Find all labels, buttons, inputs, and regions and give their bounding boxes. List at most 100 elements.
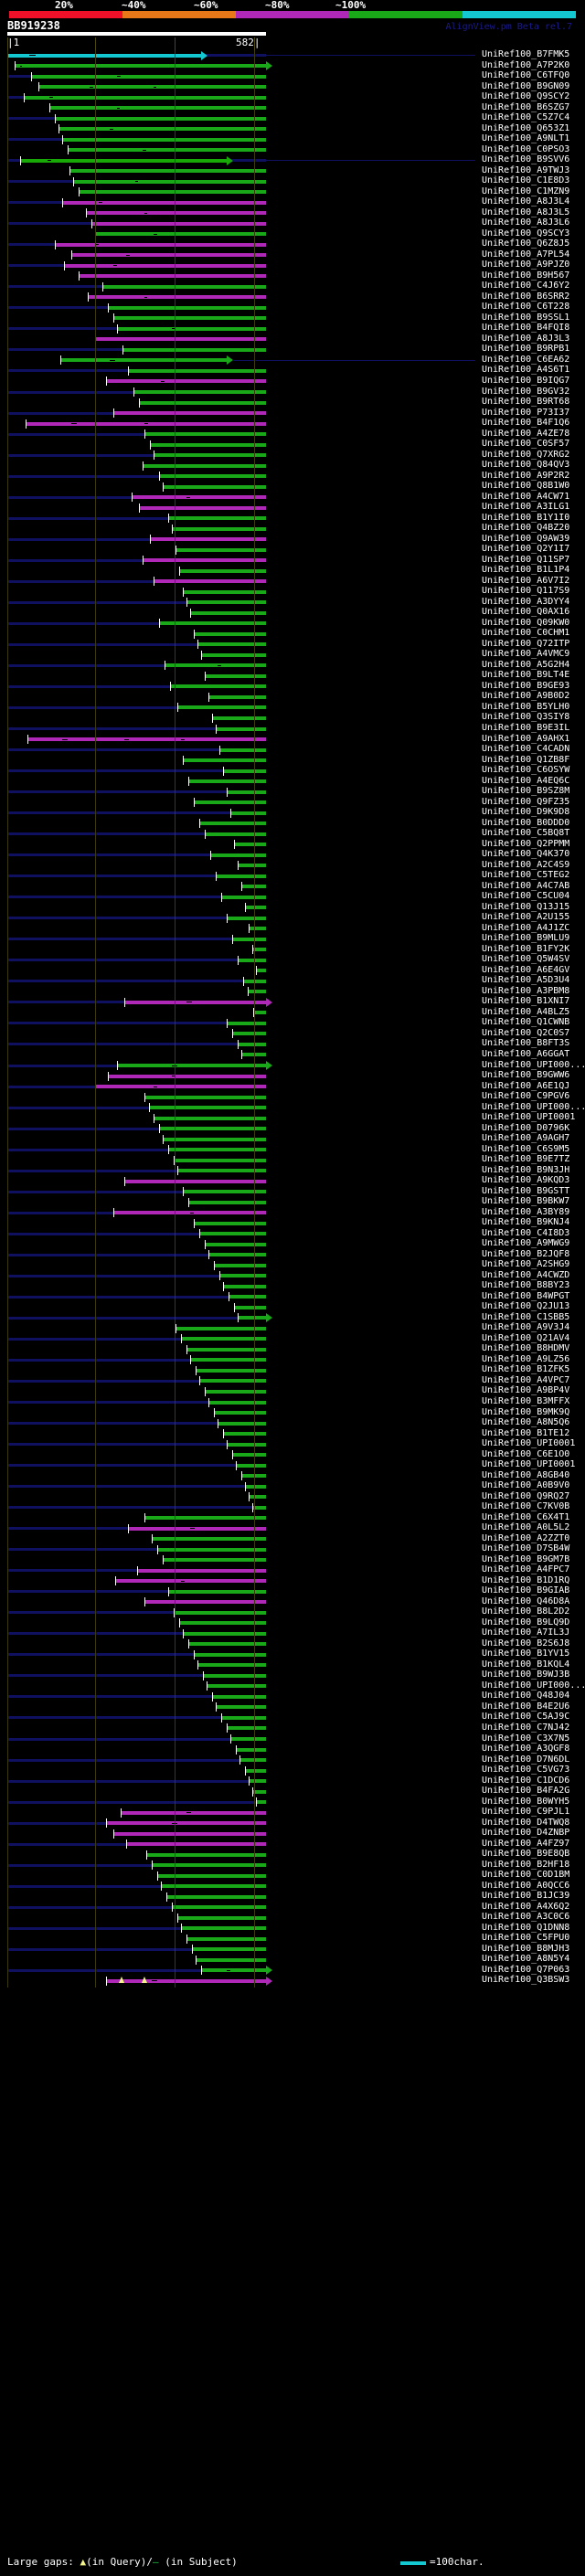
alignment-bar[interactable]	[218, 1421, 266, 1426]
alignment-bar[interactable]	[214, 1263, 266, 1267]
sequence-id-label[interactable]: UniRef100_Q72ITP	[482, 638, 570, 649]
sequence-id-label[interactable]: UniRef100_Q3BSW3	[482, 1975, 570, 1986]
sequence-id-label[interactable]: UniRef100_B9GSTT	[482, 1185, 570, 1196]
table-row[interactable]: UniRef100_Q7XRG2	[0, 450, 585, 461]
table-row[interactable]: UniRef100_A8J3L4	[0, 196, 585, 208]
sequence-id-label[interactable]: UniRef100_B9GM7B	[482, 1553, 570, 1564]
table-row[interactable]: UniRef100_C5AJ9C	[0, 1712, 585, 1723]
alignment-bar[interactable]	[190, 1358, 266, 1362]
sequence-id-label[interactable]: UniRef100_A3C0C6	[482, 1912, 570, 1923]
sequence-id-label[interactable]: UniRef100_A9TWJ3	[482, 164, 570, 175]
alignment-bar[interactable]	[232, 1032, 266, 1036]
table-row[interactable]: UniRef100_C5CU04	[0, 891, 585, 903]
table-row[interactable]: UniRef100_Q6Z8J5	[0, 239, 585, 250]
sequence-id-label[interactable]: UniRef100_C6E1O0	[482, 1448, 570, 1459]
table-row[interactable]: UniRef100_A7PL54	[0, 249, 585, 261]
table-row[interactable]: UniRef100_C7KV0B	[0, 1501, 585, 1513]
sequence-id-label[interactable]: UniRef100_A6E1QJ	[482, 1080, 570, 1091]
alignment-bar[interactable]	[207, 1684, 266, 1689]
sequence-id-label[interactable]: UniRef100_Q09KW0	[482, 617, 570, 628]
sequence-id-label[interactable]: UniRef100_A7PL54	[482, 249, 570, 260]
sequence-id-label[interactable]: UniRef100_B9E8QB	[482, 1849, 570, 1860]
alignment-bar[interactable]	[181, 1926, 266, 1931]
alignment-bar[interactable]	[227, 790, 266, 794]
alignment-bar[interactable]	[238, 1042, 266, 1046]
sequence-id-label[interactable]: UniRef100_B9H567	[482, 270, 570, 281]
alignment-bar[interactable]	[176, 547, 266, 552]
sequence-id-label[interactable]: UniRef100_C6S9M5	[482, 1143, 570, 1154]
table-row[interactable]: UniRef100_C6S9M5	[0, 1143, 585, 1156]
table-row[interactable]: UniRef100_B6SRR2	[0, 292, 585, 303]
alignment-bar[interactable]	[253, 1011, 266, 1015]
sequence-id-label[interactable]: UniRef100_B1Y1I0	[482, 512, 570, 523]
alignment-bar[interactable]	[181, 1337, 266, 1341]
table-row[interactable]: UniRef100_C5TEG2	[0, 870, 585, 882]
table-row[interactable]: UniRef100_B9H567	[0, 270, 585, 282]
alignment-bar[interactable]	[252, 1789, 266, 1794]
alignment-bar[interactable]	[163, 484, 266, 489]
table-row[interactable]: UniRef100_C6T228	[0, 302, 585, 313]
sequence-id-label[interactable]: UniRef100_A4BLZ5	[482, 1006, 570, 1017]
alignment-bar[interactable]	[174, 1158, 266, 1162]
sequence-id-label[interactable]: UniRef100_B9IQG7	[482, 375, 570, 386]
alignment-bar[interactable]	[177, 705, 266, 710]
table-row[interactable]: UniRef100_B9GWW6	[0, 1070, 585, 1082]
sequence-id-label[interactable]: UniRef100_B2HF18	[482, 1859, 570, 1870]
table-row[interactable]: UniRef100_B9SVV6	[0, 154, 585, 166]
sequence-id-label[interactable]: UniRef100_A3DYY4	[482, 596, 570, 607]
sequence-id-label[interactable]: UniRef100_A9KQD3	[482, 1175, 570, 1186]
alignment-bar[interactable]	[15, 64, 266, 69]
sequence-id-label[interactable]: UniRef100_C0D1BM	[482, 1870, 570, 1881]
table-row[interactable]: UniRef100_C4CADN	[0, 744, 585, 756]
sequence-id-label[interactable]: UniRef100_Q5W4SV	[482, 954, 570, 965]
sequence-id-label[interactable]: UniRef100_B5YLH0	[482, 701, 570, 712]
table-row[interactable]: UniRef100_Q72ITP	[0, 638, 585, 651]
alignment-bar[interactable]	[20, 158, 227, 163]
sequence-id-label[interactable]: UniRef100_B9KNJ4	[482, 1217, 570, 1228]
sequence-id-label[interactable]: UniRef100_B1KQL4	[482, 1659, 570, 1670]
alignment-bar[interactable]	[197, 1663, 266, 1668]
table-row[interactable]: UniRef100_A6V7I2	[0, 576, 585, 588]
sequence-id-label[interactable]: UniRef100_A9B0D2	[482, 691, 570, 702]
table-row[interactable]: UniRef100_C0SF57	[0, 439, 585, 451]
alignment-bar[interactable]	[55, 116, 266, 121]
sequence-id-label[interactable]: UniRef100_A5D3U4	[482, 975, 570, 986]
alignment-bar[interactable]	[249, 1495, 266, 1500]
sequence-id-label[interactable]: UniRef100_A8J3L5	[482, 207, 570, 217]
sequence-id-label[interactable]: UniRef100_A4ZE78	[482, 428, 570, 439]
alignment-bar[interactable]	[252, 948, 266, 952]
sequence-id-label[interactable]: UniRef100_C6TFQ0	[482, 70, 570, 81]
alignment-bar[interactable]	[157, 1547, 266, 1552]
alignment-bar[interactable]	[73, 179, 266, 184]
table-row[interactable]: UniRef100_A9KQD3	[0, 1175, 585, 1187]
alignment-bar[interactable]	[133, 390, 266, 394]
table-row[interactable]: UniRef100_B4E2U6	[0, 1701, 585, 1713]
table-row[interactable]: UniRef100_A3BY89	[0, 1207, 585, 1219]
alignment-bar[interactable]	[64, 263, 266, 268]
alignment-bar[interactable]	[172, 1905, 266, 1910]
alignment-bar[interactable]	[205, 1242, 266, 1246]
table-row[interactable]: UniRef100_D0796K	[0, 1123, 585, 1135]
sequence-id-label[interactable]: UniRef100_UPI0001	[482, 1438, 576, 1449]
sequence-id-label[interactable]: UniRef100_B4FQI8	[482, 323, 570, 334]
alignment-bar[interactable]	[24, 95, 266, 100]
table-row[interactable]: UniRef100_Q8B1W0	[0, 481, 585, 493]
sequence-id-label[interactable]: UniRef100_A9PJZ0	[482, 260, 570, 270]
table-row[interactable]: UniRef100_A8N5Q6	[0, 1417, 585, 1429]
table-row[interactable]: UniRef100_A6E4GV	[0, 965, 585, 977]
table-row[interactable]: UniRef100_B1KQL4	[0, 1659, 585, 1671]
sequence-id-label[interactable]: UniRef100_B6SZG7	[482, 101, 570, 112]
alignment-bar[interactable]	[241, 885, 266, 889]
alignment-bar[interactable]	[214, 1411, 266, 1415]
table-row[interactable]: UniRef100_B0DDD0	[0, 818, 585, 830]
sequence-id-label[interactable]: UniRef100_B6SRR2	[482, 291, 570, 302]
alignment-bar[interactable]	[172, 526, 266, 531]
alignment-bar[interactable]	[68, 148, 266, 153]
sequence-id-label[interactable]: UniRef100_A4VPC7	[482, 1374, 570, 1385]
table-row[interactable]: UniRef100_B9GV32	[0, 387, 585, 398]
alignment-bar[interactable]	[108, 1074, 266, 1078]
sequence-id-label[interactable]: UniRef100_C1DCD6	[482, 1775, 570, 1786]
table-row[interactable]: UniRef100_C6E1O0	[0, 1448, 585, 1461]
sequence-id-label[interactable]: UniRef100_Q653Z1	[482, 122, 570, 133]
table-row[interactable]: UniRef100_Q84QV3	[0, 460, 585, 472]
